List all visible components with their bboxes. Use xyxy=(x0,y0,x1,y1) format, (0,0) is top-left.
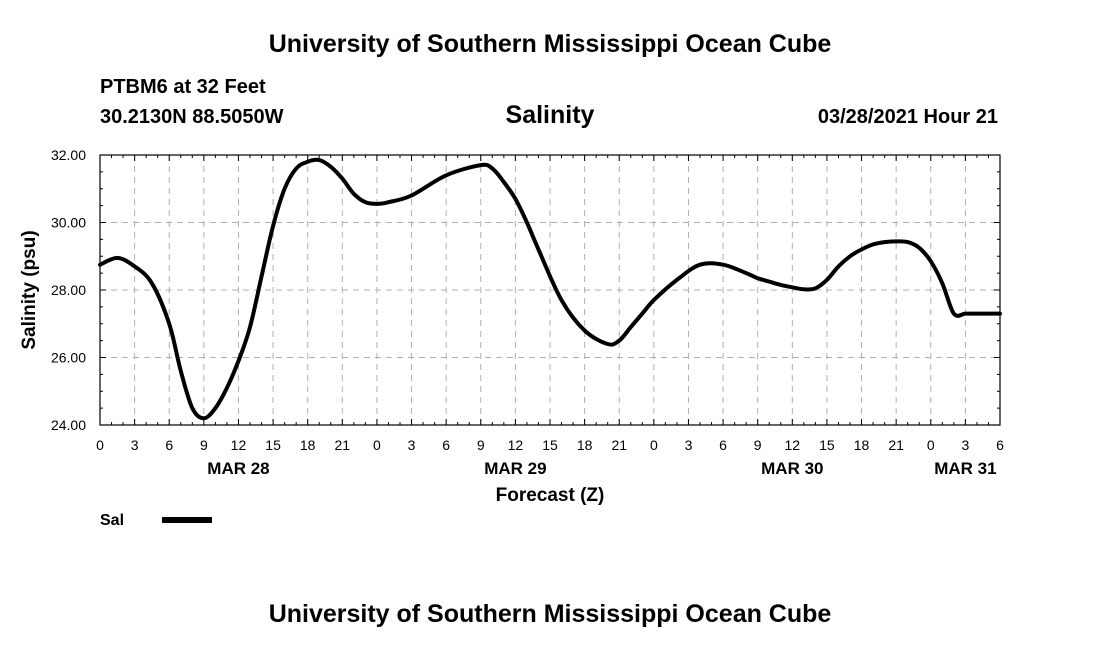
salinity-series-line xyxy=(98,157,1002,421)
x-axis-label: Forecast (Z) xyxy=(496,485,605,506)
x-tick-label: 21 xyxy=(611,437,627,453)
x-tick-label: 6 xyxy=(996,437,1004,453)
grid-layer xyxy=(100,155,1000,425)
x-tick-label: 15 xyxy=(542,437,558,453)
station-coordinates: 30.2130N 88.5050W xyxy=(100,106,284,128)
y-tick-label: 28.00 xyxy=(51,282,86,298)
label-layer: 0 3 6 9 12 15 18 21 0 3 6 9 12 15 18 21 0 3 6 9 12 15 18 21 0 3 6 2… xyxy=(51,147,1004,478)
y-axis-label: Salinity (psu) xyxy=(19,230,40,349)
y-tick-label: 24.00 xyxy=(51,417,86,433)
x-tick-label: 9 xyxy=(200,437,208,453)
x-tick-label: 18 xyxy=(300,437,316,453)
x-tick-label: 6 xyxy=(719,437,727,453)
main-title: University of Southern Mississippi Ocean… xyxy=(268,30,832,58)
x-tick-label: 12 xyxy=(231,437,247,453)
x-tick-label: 3 xyxy=(408,437,416,453)
timestamp: 03/28/2021 Hour 21 xyxy=(817,106,998,128)
x-tick-label: 21 xyxy=(335,437,351,453)
x-tick-label: 15 xyxy=(265,437,281,453)
x-tick-label: 3 xyxy=(685,437,693,453)
plot-title: Salinity xyxy=(505,101,595,129)
date-label: MAR 29 xyxy=(484,459,546,478)
footer-title: University of Southern Mississippi Ocean… xyxy=(268,600,832,628)
x-tick-label: 6 xyxy=(442,437,450,453)
x-tick-label: 21 xyxy=(888,437,904,453)
date-label: MAR 31 xyxy=(934,459,996,478)
x-tick-label: 12 xyxy=(508,437,524,453)
x-tick-label: 3 xyxy=(961,437,969,453)
y-tick-label: 26.00 xyxy=(51,350,86,366)
x-tick-label: 0 xyxy=(927,437,935,453)
y-tick-label: 30.00 xyxy=(51,215,86,231)
date-label: MAR 28 xyxy=(207,459,269,478)
x-tick-label: 9 xyxy=(754,437,762,453)
x-tick-label: 15 xyxy=(819,437,835,453)
legend-label: Sal xyxy=(100,512,124,529)
station-label: PTBM6 at 32 Feet xyxy=(100,76,266,98)
x-tick-label: 12 xyxy=(785,437,801,453)
x-tick-label: 6 xyxy=(165,437,173,453)
x-tick-label: 0 xyxy=(650,437,658,453)
y-tick-label: 32.00 xyxy=(51,147,86,163)
tick-layer xyxy=(99,154,1001,426)
x-tick-label: 18 xyxy=(577,437,593,453)
x-tick-label: 3 xyxy=(131,437,139,453)
x-tick-label: 0 xyxy=(96,437,104,453)
date-label: MAR 30 xyxy=(761,459,823,478)
x-tick-label: 9 xyxy=(477,437,485,453)
x-tick-label: 18 xyxy=(854,437,870,453)
x-tick-label: 0 xyxy=(373,437,381,453)
